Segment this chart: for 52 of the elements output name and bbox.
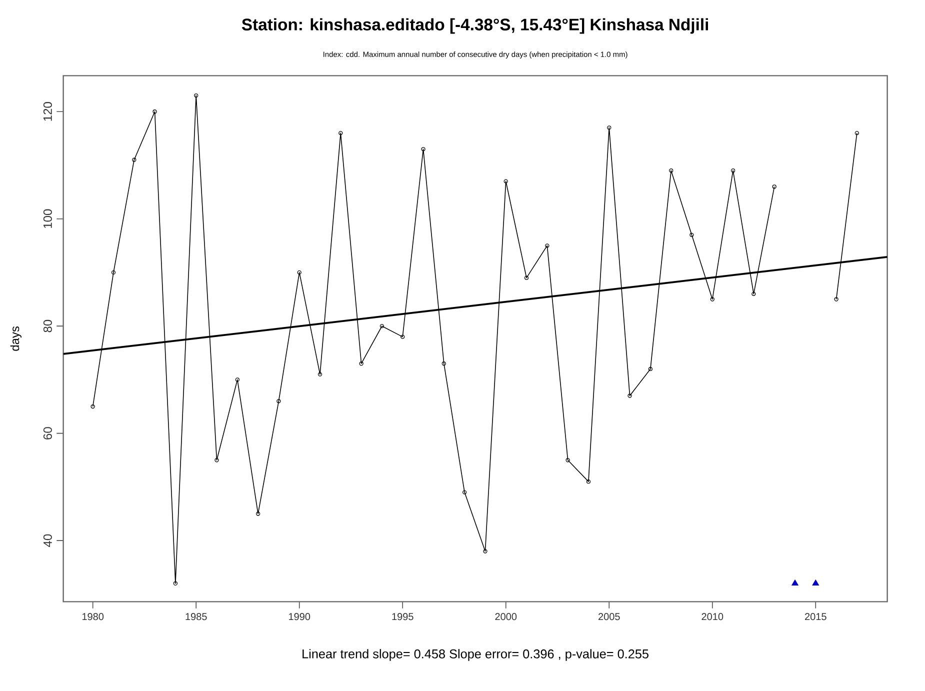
point	[132, 158, 136, 162]
point	[545, 244, 550, 248]
chart-title: Station: kinshasa.editado [-4.38°S, 15.43°E] Kinshasa Ndjili	[242, 18, 708, 34]
x-tick-label: 1990	[288, 613, 310, 620]
x-tick-label: 1980	[82, 613, 104, 620]
point	[256, 512, 260, 516]
point	[442, 362, 446, 366]
x-tick-label: 2010	[702, 613, 724, 620]
point	[400, 334, 405, 339]
x-tick-label: 1995	[392, 613, 414, 620]
point	[483, 549, 488, 554]
point	[792, 580, 798, 586]
point	[380, 324, 384, 328]
point	[834, 297, 838, 302]
point	[628, 394, 632, 398]
point	[111, 270, 116, 275]
x-tick-label: 2015	[805, 613, 826, 620]
text: Linear trend slope= 0.458 Slope error= 0.396 , p-value= 0.255	[302, 649, 648, 661]
point	[710, 297, 714, 302]
y-tick-label: 80	[43, 320, 52, 332]
point	[586, 480, 591, 484]
point	[152, 110, 157, 114]
point	[730, 168, 736, 173]
point	[173, 581, 178, 586]
point	[607, 126, 612, 130]
y-tick-label: 100	[43, 209, 52, 228]
y-tick-label: 60	[43, 427, 52, 440]
y-tick-label: 120	[43, 102, 52, 121]
point	[214, 458, 219, 462]
point	[297, 270, 302, 275]
point	[812, 580, 819, 586]
point	[359, 362, 364, 366]
y-axis-title: days	[10, 326, 22, 351]
point	[669, 168, 674, 173]
point	[421, 147, 426, 152]
point	[338, 130, 343, 136]
point	[194, 93, 198, 98]
point	[690, 232, 694, 237]
point	[752, 292, 756, 296]
point	[772, 184, 776, 189]
point	[504, 179, 508, 184]
point	[524, 276, 529, 280]
point	[276, 399, 281, 404]
y-tick-label: 40	[43, 534, 52, 547]
x-tick-label: 1985	[186, 613, 207, 620]
point	[318, 372, 322, 376]
point	[235, 378, 240, 382]
point	[648, 366, 652, 372]
point	[462, 490, 467, 494]
x-tick-label: 2000	[495, 613, 517, 620]
point	[566, 458, 570, 462]
x-tick-label: 2005	[598, 613, 620, 620]
